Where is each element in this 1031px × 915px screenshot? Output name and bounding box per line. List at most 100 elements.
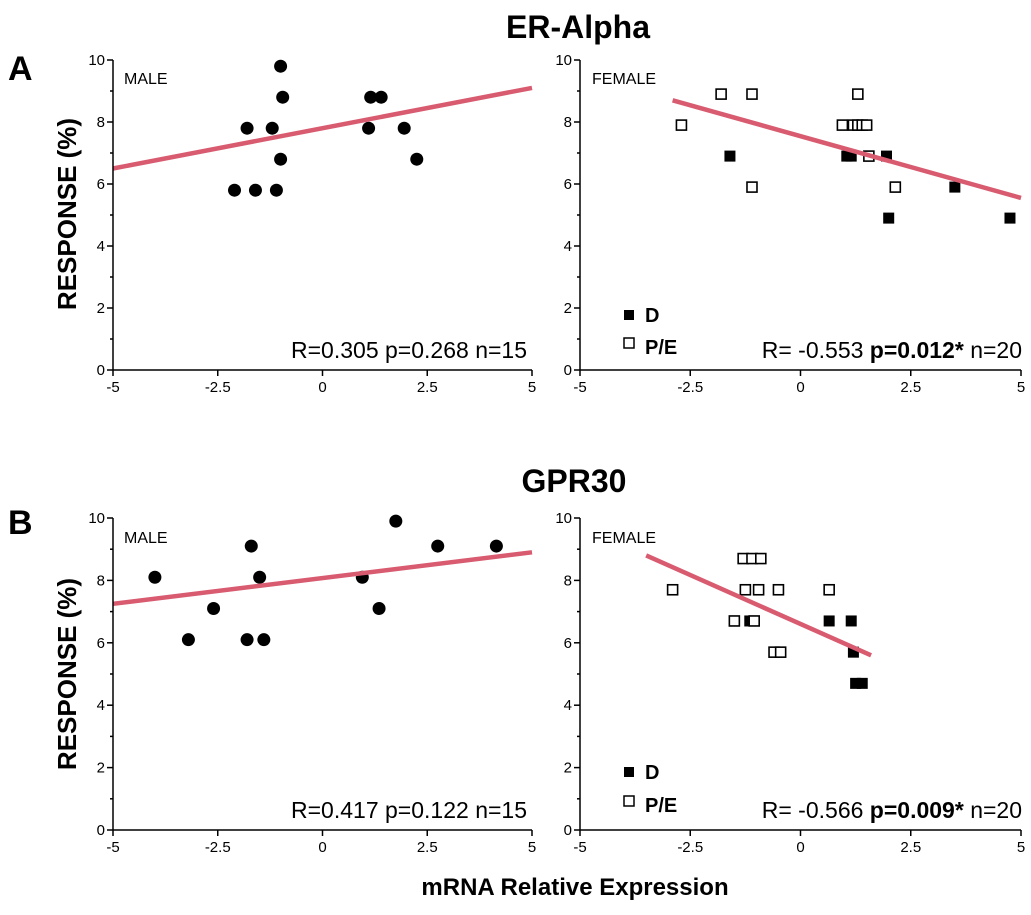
data-point: [364, 90, 378, 104]
data-point: [374, 90, 388, 104]
stats-n: n=15: [475, 797, 527, 823]
data-point-pe: [889, 181, 902, 193]
regression-line: [645, 553, 872, 658]
x-tick-label: -2.5: [677, 379, 703, 396]
data-point: [207, 601, 221, 615]
chart-gpr30-female: 0 2 4 6 8 10 -5 -2.5 0 2.5 5 FEMALE D P/E R= -0.56…: [555, 510, 1025, 856]
stats-text: R=0.417 p=0.122 n=15: [291, 797, 527, 823]
stats-p: p=0.012*: [870, 337, 964, 363]
legend-label-pe: P/E: [645, 795, 677, 817]
x-tick-label: 2.5: [900, 839, 921, 856]
y-tick-label: 0: [97, 822, 105, 839]
y-tick-label: 4: [564, 697, 572, 714]
x-tick-label: -5: [106, 839, 119, 856]
data-point-d: [850, 677, 862, 689]
data-point: [274, 59, 288, 73]
data-point: [240, 633, 254, 647]
legend-label-d: D: [645, 305, 659, 327]
chart-label-male: MALE: [124, 71, 168, 88]
data-point: [274, 152, 288, 166]
y-tick-label: 0: [564, 362, 572, 379]
legend-marker-d: [624, 310, 634, 320]
panel-title-b: GPR30: [522, 463, 627, 499]
chart-gpr30-male: 0 2 4 6 8 10 -5 -2.5 0 2.5 5 MALE R=0.417 p=0.122 …: [88, 510, 536, 856]
x-axis-label: mRNA Relative Expression: [421, 874, 728, 901]
data-point: [228, 183, 242, 197]
data-point-d: [845, 150, 857, 162]
data-point: [372, 601, 386, 615]
data-point: [148, 570, 162, 584]
y-tick-label: 2: [97, 760, 105, 777]
y-axis-label-a: RESPONSE (%): [52, 118, 82, 310]
data-point-pe: [746, 88, 758, 100]
y-tick-label: 6: [564, 635, 572, 652]
data-point-d: [724, 150, 736, 162]
stats-r: R= -0.566: [762, 797, 864, 823]
x-tick-label: -5: [573, 379, 586, 396]
legend-marker-pe: [623, 337, 635, 349]
chart-er-alpha-female: 0 2 4 6 8 10 -5 -2.5 0 2.5 5 FEMALE D P/E R= -0.55…: [555, 52, 1025, 396]
data-point-d: [856, 677, 868, 689]
y-tick-label: 6: [97, 635, 105, 652]
y-tick-label: 10: [88, 510, 105, 527]
panel-letter-b: B: [8, 504, 33, 542]
stats-p: p=0.009*: [870, 797, 964, 823]
data-point: [489, 539, 503, 553]
stats-n: n=20: [970, 337, 1022, 363]
y-tick-label: 8: [97, 572, 105, 589]
data-point: [181, 633, 195, 647]
y-axis-label-b: RESPONSE (%): [52, 578, 82, 770]
chart-label-female: FEMALE: [592, 71, 656, 88]
y-tick-label: 10: [555, 52, 572, 69]
y-tick-label: 4: [97, 697, 105, 714]
y-tick-label: 8: [564, 572, 572, 589]
data-point: [257, 633, 271, 647]
x-tick-label: -5: [573, 839, 586, 856]
x-tick-label: 0: [796, 379, 804, 396]
data-point: [253, 570, 267, 584]
data-point-pe: [836, 119, 849, 131]
data-point-d: [823, 615, 835, 627]
data-point-pe: [715, 88, 727, 100]
x-tick-label: 5: [1017, 839, 1025, 856]
x-tick-label: -2.5: [205, 379, 231, 396]
panel-letter-a: A: [8, 50, 33, 88]
regression-line: [672, 98, 1022, 201]
x-tick-label: 0: [796, 839, 804, 856]
x-tick-label: -2.5: [205, 839, 231, 856]
data-point-pe: [755, 552, 767, 565]
y-tick-label: 6: [564, 176, 572, 193]
data-point: [276, 90, 290, 104]
data-point-d: [845, 615, 857, 627]
stats-r: R= -0.553: [762, 337, 864, 363]
y-tick-label: 8: [564, 114, 572, 131]
stats-r: R=0.305: [291, 337, 379, 363]
data-point: [240, 121, 254, 135]
data-point-pe: [823, 583, 835, 596]
data-point-d: [949, 181, 961, 193]
chart-label-female: FEMALE: [592, 530, 656, 547]
y-tick-label: 2: [97, 300, 105, 317]
data-point-d: [847, 646, 859, 658]
data-point-pe: [860, 119, 873, 131]
data-point: [265, 121, 279, 135]
y-tick-label: 6: [97, 176, 105, 193]
data-point-pe: [852, 88, 864, 100]
legend-marker-d: [624, 767, 634, 777]
data-point-pe: [739, 583, 752, 596]
y-tick-label: 0: [97, 362, 105, 379]
data-point-d: [1004, 212, 1016, 224]
data-point-pe: [666, 583, 679, 596]
stats-n: n=20: [970, 797, 1022, 823]
data-point-pe: [748, 615, 760, 627]
data-point: [248, 183, 262, 197]
data-point-pe: [675, 119, 688, 131]
legend-label-pe: P/E: [645, 337, 677, 359]
data-point: [389, 514, 403, 528]
stats-text: R= -0.553 p=0.012* n=20: [762, 337, 1022, 363]
stats-text: R=0.305 p=0.268 n=15: [291, 337, 527, 363]
x-tick-label: 5: [528, 839, 536, 856]
x-tick-label: -5: [106, 379, 119, 396]
y-tick-label: 2: [564, 300, 572, 317]
